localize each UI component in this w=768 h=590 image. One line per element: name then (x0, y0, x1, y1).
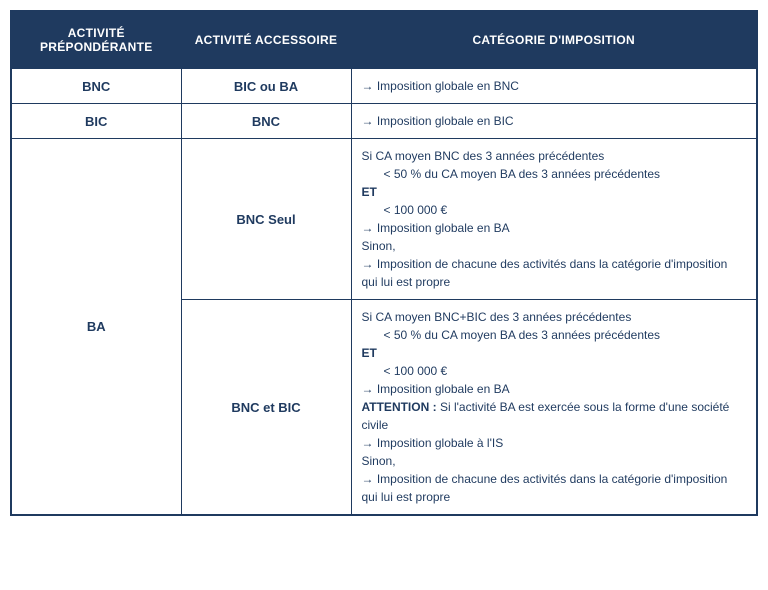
line: < 50 % du CA moyen BA des 3 années précé… (362, 165, 747, 183)
cell-categorie: → Imposition globale en BIC (351, 104, 757, 139)
header-row: ACTIVITÉ PRÉPONDÉRANTE ACTIVITÉ ACCESSOI… (11, 11, 757, 69)
line: → Imposition de chacune des activités da… (362, 255, 747, 291)
line: → Imposition globale à l'IS (362, 434, 747, 452)
line: < 100 000 € (362, 201, 747, 219)
line: Si CA moyen BNC+BIC des 3 années précéde… (362, 310, 632, 324)
line: < 50 % du CA moyen BA des 3 années précé… (362, 326, 747, 344)
line: → Imposition globale en BA (362, 219, 747, 237)
cell-accessoire: BNC Seul (181, 139, 351, 300)
line-et: ET (362, 185, 377, 199)
table-row: BIC BNC → Imposition globale en BIC (11, 104, 757, 139)
line-sinon: Sinon, (362, 237, 747, 255)
cell-categorie: Si CA moyen BNC des 3 années précédentes… (351, 139, 757, 300)
table-row: BNC BIC ou BA → Imposition globale en BN… (11, 69, 757, 104)
cell-preponderante: BIC (11, 104, 181, 139)
line-et: ET (362, 346, 377, 360)
cell-preponderante: BNC (11, 69, 181, 104)
table-row: BA BNC Seul Si CA moyen BNC des 3 années… (11, 139, 757, 300)
header-categorie-imposition: CATÉGORIE D'IMPOSITION (351, 11, 757, 69)
line-attention: ATTENTION : Si l'activité BA est exercée… (362, 398, 747, 434)
cell-accessoire: BIC ou BA (181, 69, 351, 104)
line: → Imposition de chacune des activités da… (362, 470, 747, 506)
line: Si CA moyen BNC des 3 années précédentes (362, 149, 605, 163)
cell-accessoire: BNC (181, 104, 351, 139)
cell-preponderante: BA (11, 139, 181, 516)
header-activite-accessoire: ACTIVITÉ ACCESSOIRE (181, 11, 351, 69)
line-sinon: Sinon, (362, 452, 747, 470)
header-activite-preponderante: ACTIVITÉ PRÉPONDÉRANTE (11, 11, 181, 69)
cell-categorie: Si CA moyen BNC+BIC des 3 années précéde… (351, 300, 757, 516)
attention-label: ATTENTION : (362, 400, 437, 414)
line: → Imposition globale en BA (362, 380, 747, 398)
imposition-table: ACTIVITÉ PRÉPONDÉRANTE ACTIVITÉ ACCESSOI… (10, 10, 758, 516)
cell-accessoire: BNC et BIC (181, 300, 351, 516)
line: < 100 000 € (362, 362, 747, 380)
cell-categorie: → Imposition globale en BNC (351, 69, 757, 104)
